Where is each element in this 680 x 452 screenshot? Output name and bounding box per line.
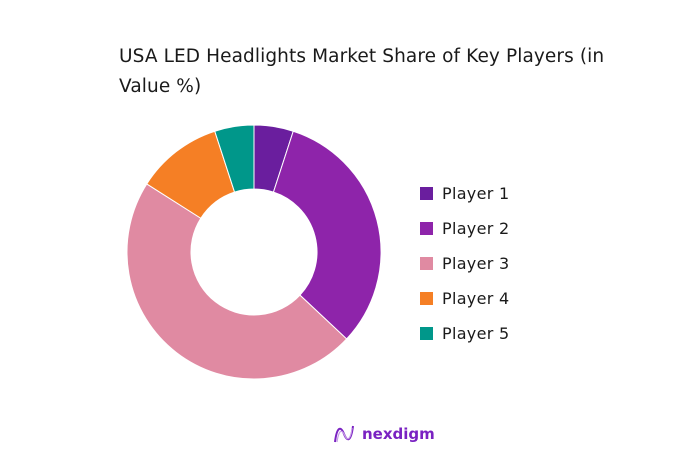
- legend-swatch: [420, 257, 433, 270]
- legend-swatch: [420, 292, 433, 305]
- legend-label: Player 5: [442, 324, 510, 343]
- legend-label: Player 4: [442, 289, 510, 308]
- chart-title: USA LED Headlights Market Share of Key P…: [119, 46, 605, 97]
- slice-player-5: [214, 124, 255, 193]
- brand-name: nexdigm: [362, 425, 435, 443]
- nexdigm-logo-icon: [334, 425, 354, 443]
- legend-item: Player 2: [420, 211, 509, 246]
- slice-player-3: [126, 183, 348, 380]
- legend-swatch: [420, 187, 433, 200]
- brand-logo: nexdigm: [333, 424, 435, 444]
- legend-item: Player 3: [420, 246, 509, 281]
- legend-label: Player 2: [442, 219, 510, 238]
- slice-player-2: [272, 130, 382, 340]
- legend: Player 1 Player 2 Player 3 Player 4 Player 5: [420, 176, 509, 351]
- legend-label: Player 3: [442, 254, 510, 273]
- legend-swatch: [420, 222, 433, 235]
- legend-swatch: [420, 327, 433, 340]
- legend-item: Player 4: [420, 281, 509, 316]
- legend-label: Player 1: [442, 184, 510, 203]
- legend-item: Player 1: [420, 176, 509, 211]
- legend-item: Player 5: [420, 316, 509, 351]
